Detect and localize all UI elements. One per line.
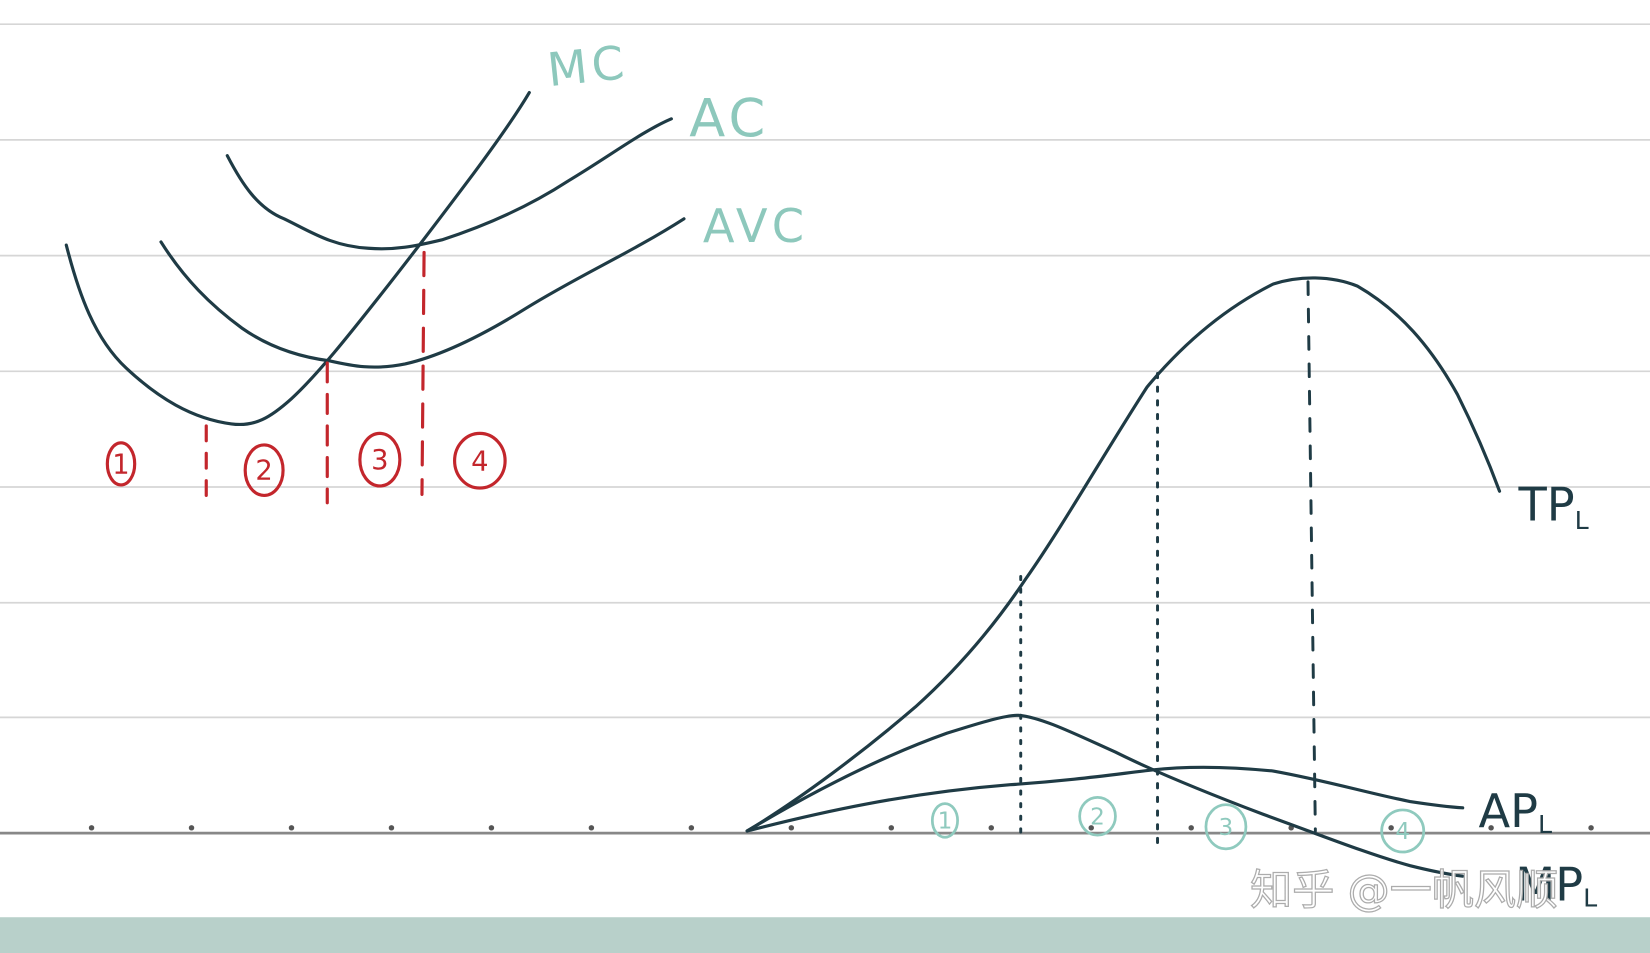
tp-label-sub: L: [1575, 506, 1589, 535]
ap-curve: [745, 765, 1465, 833]
tp-label: TPL: [1517, 478, 1588, 535]
mp-curve: [745, 713, 1465, 878]
mp-label: MPL: [1515, 857, 1597, 912]
cost-region-marker-3: 3: [358, 431, 402, 488]
axis-tick-dot: [188, 825, 195, 831]
production-diagram: TPL APL MPL 1 2 3 4: [745, 276, 1597, 913]
region-number: 2: [255, 456, 272, 487]
ruled-lines: [0, 23, 1650, 719]
ap-label-sub: L: [1538, 810, 1552, 839]
axis-tick-dot: [288, 825, 295, 831]
mc-label: MC: [545, 35, 631, 97]
bottom-band: [0, 917, 1650, 953]
axis-tick-dot: [388, 825, 395, 831]
region-divider-3: [420, 250, 426, 496]
tp-label-main: TP: [1517, 478, 1574, 532]
cost-diagram: MC AC AVC 1 2 3 4: [64, 35, 808, 505]
axis-dots: [88, 825, 1594, 831]
avc-label: AVC: [703, 199, 808, 253]
axis-tick-dot: [588, 825, 595, 831]
production-stage-marker-3: 3: [1204, 803, 1248, 851]
region-ring: [358, 431, 402, 488]
axis-tick-dot: [688, 825, 695, 831]
region-number: 4: [471, 446, 488, 477]
mp-label-sub: L: [1583, 884, 1597, 913]
ac-curve: [225, 117, 673, 251]
region-ring: [105, 441, 137, 487]
region-number: 3: [371, 445, 388, 476]
stage-ring: [1380, 808, 1426, 854]
cost-region-marker-1: 1: [105, 441, 137, 487]
avc-curve: [159, 217, 686, 369]
region-number: 1: [112, 449, 129, 480]
region-ring: [453, 431, 507, 490]
stage-ring: [930, 802, 959, 839]
stage-number: 1: [938, 809, 953, 835]
production-stage-marker-1: 1: [930, 802, 959, 839]
ap-label-main: AP: [1478, 784, 1538, 838]
axis-tick-dot: [988, 825, 994, 831]
watermark: 知乎 @一帆风顺: [1250, 866, 1558, 915]
mp-label-main: MP: [1515, 857, 1583, 911]
axis-tick-dot: [1188, 825, 1194, 831]
stage-ring: [1078, 795, 1117, 837]
region-ring: [243, 443, 285, 498]
stage-ring: [1204, 803, 1248, 851]
production-stage-marker-4: 4: [1380, 808, 1426, 854]
stage-number: 2: [1090, 804, 1105, 830]
tp-curve: [745, 276, 1502, 833]
axis-tick-dot: [1088, 825, 1094, 831]
production-stage-marker-2: 2: [1078, 795, 1117, 837]
cost-region-marker-4: 4: [453, 431, 507, 490]
cost-region-marker-2: 2: [243, 443, 285, 498]
axis-tick-dot: [1588, 825, 1594, 831]
axis-tick-dot: [788, 825, 795, 831]
axis-tick-dot: [1388, 825, 1394, 831]
ac-label: AC: [689, 89, 769, 150]
axis-tick-dot: [488, 825, 495, 831]
axis-tick-dot: [88, 825, 95, 831]
mc-curve: [64, 90, 531, 427]
axis-tick-dot: [888, 825, 895, 831]
axis-tick-dot: [1488, 825, 1494, 831]
ap-label: APL: [1478, 784, 1552, 839]
stage-number: 3: [1219, 815, 1234, 841]
stage-number: 4: [1395, 819, 1410, 845]
stage-divider-3: [1306, 280, 1317, 833]
